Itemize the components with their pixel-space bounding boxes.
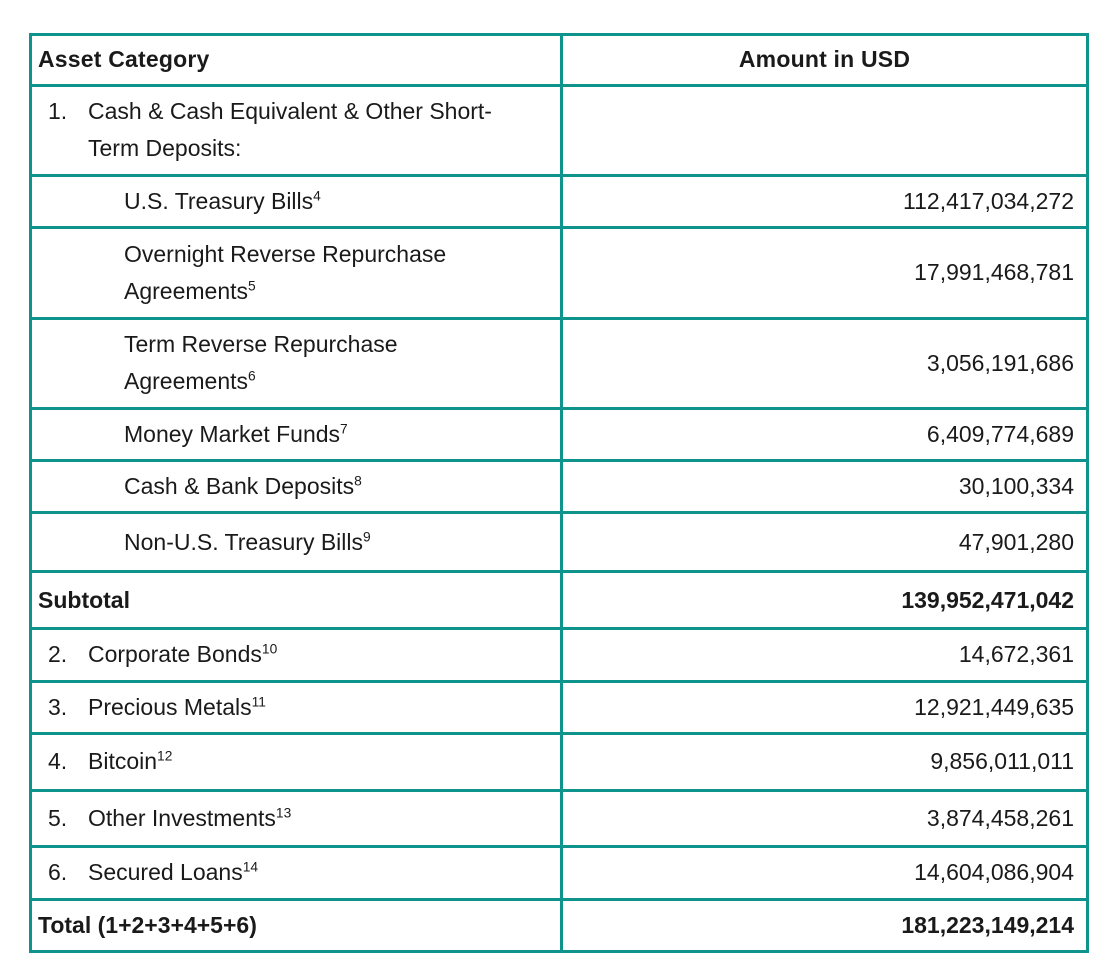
asset-label: U.S. Treasury Bills4 [124,183,321,220]
asset-label: Other Investments13 [88,800,291,837]
asset-label-cell: Subtotal [29,570,563,631]
row-number: 6. [48,859,68,886]
footnote-ref: 6 [248,368,256,384]
row-number: 3. [48,693,68,720]
footnote-ref: 4 [313,187,321,203]
total-label: Total (1+2+3+4+5+6) [38,907,257,944]
total-row: Total (1+2+3+4+5+6) 181,223,149,214 [29,897,1089,954]
asset-label-cell: 2. Corporate Bonds10 [29,627,563,683]
amount-cell: 112,417,034,272 [560,173,1089,229]
asset-label-cell: Cash & Bank Deposits8 [29,458,563,515]
amount-cell: 14,672,361 [560,627,1089,683]
asset-label-text: Secured Loans [88,859,243,886]
table-row: Money Market Funds7 6,409,774,689 [29,406,1089,463]
asset-label-text: Non-U.S. Treasury Bills [124,528,364,555]
table-row: U.S. Treasury Bills4 112,417,034,272 [29,173,1089,229]
total-amount: 181,223,149,214 [560,897,1089,954]
asset-label-cell: U.S. Treasury Bills4 [29,173,563,229]
table-row: 2. Corporate Bonds10 14,672,361 [29,627,1089,683]
header-asset-category: Asset Category [29,33,563,87]
footnote-ref: 11 [251,693,266,709]
asset-label-text: Bitcoin [88,748,158,775]
amount-cell: 12,921,449,635 [560,679,1089,735]
asset-label-text: Other Investments [88,804,276,831]
asset-label: Corporate Bonds10 [88,636,277,673]
asset-label-cell: 5. Other Investments13 [29,788,563,848]
amount-cell [560,84,1089,177]
header-amount-usd: Amount in USD [560,33,1089,87]
table-row: Overnight Reverse Repurchase Agreements5… [29,225,1089,320]
asset-label: Precious Metals11 [88,689,266,726]
asset-label-text: Subtotal [38,586,130,613]
asset-label: Money Market Funds7 [124,416,348,453]
amount-cell: 6,409,774,689 [560,406,1089,463]
footnote-ref: 7 [340,421,348,437]
asset-label-text: Cash & Bank Deposits [124,473,355,499]
amount-cell: 3,056,191,686 [560,316,1089,410]
amount-cell: 14,604,086,904 [560,844,1089,901]
row-number: 2. [48,641,68,668]
table-row: 4. Bitcoin12 9,856,011,011 [29,731,1089,792]
subtotal-label: Subtotal [38,582,130,619]
asset-label-text: Money Market Funds [124,420,341,447]
row-number: 5. [48,804,68,831]
asset-label-text: U.S. Treasury Bills [124,187,314,214]
asset-label-cell: Overnight Reverse Repurchase Agreements5 [29,225,563,320]
asset-label-cell: 3. Precious Metals11 [29,679,563,735]
asset-label-cell: Money Market Funds7 [29,406,563,463]
table-row: 3. Precious Metals11 12,921,449,635 [29,679,1089,735]
footnote-ref: 12 [157,748,173,764]
table-row: Cash & Bank Deposits8 30,100,334 [29,458,1089,515]
amount-cell: 30,100,334 [560,458,1089,515]
asset-label-cell: Term Reverse Repurchase Agreements6 [29,316,563,410]
table-row: 1. Cash & Cash Equivalent & Other Short-T… [29,84,1089,177]
row-number: 1. [48,98,68,124]
footnote-ref: 9 [363,528,371,544]
footnote-ref: 14 [242,859,259,875]
row-number: 4. [48,748,68,775]
assets-table-container: Asset Category Amount in USD 1. Cash & Ca… [29,33,1089,954]
asset-label: Term Reverse Repurchase Agreements6 [124,326,486,401]
asset-label: Overnight Reverse Repurchase Agreements5 [124,236,486,311]
asset-label-text: Precious Metals [88,693,252,720]
amount-cell: 17,991,468,781 [560,225,1089,320]
footnote-ref: 5 [248,278,256,294]
subtotal-amount: 139,952,471,042 [560,570,1089,631]
asset-label: Cash & Bank Deposits8 [124,468,362,505]
asset-label-cell: 6. Secured Loans14 [29,844,563,901]
table-header-row: Asset Category Amount in USD [29,33,1089,87]
asset-label: Secured Loans14 [88,854,258,891]
table-row: 5. Other Investments13 3,874,458,261 [29,788,1089,848]
asset-label: Bitcoin12 [88,743,172,780]
asset-label: Cash & Cash Equivalent & Other Short-Ter… [88,93,496,168]
asset-label-cell: Total (1+2+3+4+5+6) [29,897,563,954]
footnote-ref: 8 [354,473,362,489]
asset-label-text: Total (1+2+3+4+5+6) [38,911,257,938]
asset-label-text: Cash & Cash Equivalent & Other Short-Ter… [88,98,492,162]
asset-label-cell: 4. Bitcoin12 [29,731,563,792]
assets-table: Asset Category Amount in USD 1. Cash & Ca… [29,33,1089,954]
amount-cell: 3,874,458,261 [560,788,1089,848]
amount-cell: 47,901,280 [560,511,1089,574]
table-row: Term Reverse Repurchase Agreements6 3,05… [29,316,1089,410]
footnote-ref: 10 [261,641,278,657]
amount-cell: 9,856,011,011 [560,731,1089,792]
asset-label-cell: Non-U.S. Treasury Bills9 [29,511,563,574]
subtotal-row: Subtotal 139,952,471,042 [29,570,1089,631]
footnote-ref: 13 [275,804,292,820]
table-row: 6. Secured Loans14 14,604,086,904 [29,844,1089,901]
table-row: Non-U.S. Treasury Bills9 47,901,280 [29,511,1089,574]
asset-label-text: Term Reverse Repurchase Agreements [124,331,398,395]
asset-label-cell: 1. Cash & Cash Equivalent & Other Short-T… [29,84,563,177]
asset-label: Non-U.S. Treasury Bills9 [124,524,371,561]
asset-label-text: Overnight Reverse Repurchase Agreements [124,240,447,304]
asset-label-text: Corporate Bonds [88,641,262,668]
